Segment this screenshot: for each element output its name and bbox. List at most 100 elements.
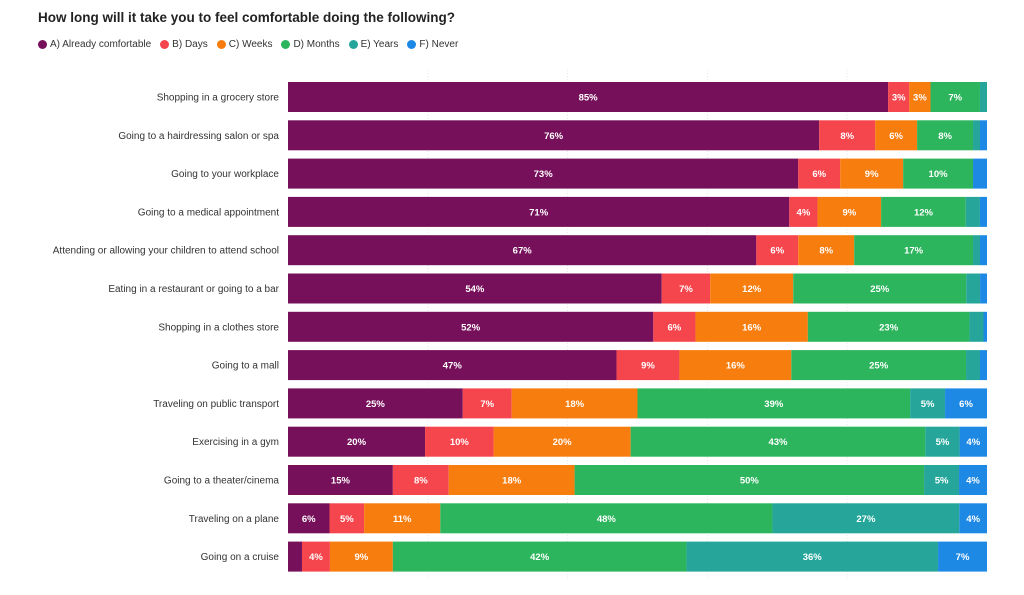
- bar-segment[interactable]: [789, 196, 818, 227]
- bar-segment[interactable]: [440, 503, 773, 534]
- bar-segment[interactable]: [924, 465, 960, 495]
- legend-item[interactable]: E) Years: [348, 39, 398, 50]
- bar-segment[interactable]: [448, 465, 575, 495]
- bar-segment[interactable]: [973, 235, 981, 266]
- bar-segment[interactable]: [819, 120, 876, 151]
- bar-segment[interactable]: [973, 120, 981, 151]
- bar-segment[interactable]: [630, 426, 926, 457]
- legend-item[interactable]: A) Already comfortable: [38, 39, 151, 50]
- legend-label: C) Weeks: [228, 39, 273, 50]
- legend-label: F) Never: [419, 39, 459, 50]
- bar-segment[interactable]: [793, 273, 967, 304]
- bar-segment[interactable]: [288, 196, 790, 227]
- data-label: 8%: [414, 476, 428, 487]
- bar-segment[interactable]: [938, 541, 987, 572]
- bar-segment[interactable]: [979, 82, 987, 112]
- bar-segment[interactable]: [807, 311, 970, 342]
- bar-segment[interactable]: [288, 503, 330, 534]
- data-label: 8%: [819, 246, 833, 257]
- data-label: 4%: [797, 207, 811, 218]
- bar-segment[interactable]: [756, 235, 799, 266]
- bar-segment[interactable]: [966, 350, 981, 381]
- bar-segment[interactable]: [329, 541, 393, 572]
- bar-segment[interactable]: [288, 120, 820, 151]
- bar-segment[interactable]: [959, 426, 987, 457]
- legend-item[interactable]: C) Weeks: [216, 39, 273, 50]
- data-label: 4%: [966, 514, 980, 525]
- bar-segment[interactable]: [791, 350, 967, 381]
- bar-segment[interactable]: [511, 388, 638, 419]
- bar-segment[interactable]: [392, 541, 687, 572]
- bar-segment[interactable]: [840, 158, 904, 189]
- bar-segment[interactable]: [425, 426, 494, 457]
- bar-segment[interactable]: [288, 465, 393, 495]
- bar-segment[interactable]: [695, 311, 808, 342]
- bar-segment[interactable]: [945, 388, 987, 419]
- legend-item[interactable]: B) Days: [160, 39, 208, 50]
- bar-segment[interactable]: [686, 541, 939, 572]
- bar-segment[interactable]: [980, 273, 987, 304]
- data-label: 50%: [740, 476, 760, 487]
- bar-segment[interactable]: [798, 235, 855, 266]
- bar-segment[interactable]: [288, 426, 426, 457]
- bar-segment[interactable]: [973, 158, 987, 189]
- bar-segment[interactable]: [881, 196, 966, 227]
- bar-segment[interactable]: [392, 465, 449, 495]
- data-label: 4%: [966, 437, 980, 448]
- bar-segment[interactable]: [288, 235, 757, 266]
- data-label: 18%: [502, 476, 522, 487]
- bar-segment[interactable]: [574, 465, 925, 495]
- legend-item[interactable]: F) Never: [407, 39, 458, 50]
- bar-segment[interactable]: [979, 196, 987, 227]
- legend-item[interactable]: D) Months: [281, 39, 340, 50]
- bar-segment[interactable]: [493, 426, 631, 457]
- bar-segment[interactable]: [462, 388, 512, 419]
- bar-segment[interactable]: [288, 158, 799, 189]
- bar-segment[interactable]: [980, 120, 987, 151]
- bar-segment[interactable]: [903, 158, 974, 189]
- bar-segment[interactable]: [364, 503, 441, 534]
- bar-segment[interactable]: [679, 350, 792, 381]
- bar-segment[interactable]: [980, 350, 987, 381]
- bar-segment[interactable]: [772, 503, 960, 534]
- category-label: Going to a theater/cinema: [164, 476, 280, 487]
- bar-segment[interactable]: [288, 388, 463, 419]
- bar-segment[interactable]: [301, 541, 330, 572]
- bar-segment[interactable]: [910, 388, 946, 419]
- bar-segment[interactable]: [966, 273, 981, 304]
- bar-segment[interactable]: [909, 82, 931, 112]
- bar-segment[interactable]: [653, 311, 696, 342]
- bar-segment[interactable]: [288, 273, 662, 304]
- bar-segment[interactable]: [288, 311, 654, 342]
- bar-segment[interactable]: [288, 82, 889, 112]
- bar-segment[interactable]: [930, 82, 980, 112]
- bar-segment[interactable]: [817, 196, 882, 227]
- bar-segment[interactable]: [969, 311, 984, 342]
- bar-segment[interactable]: [329, 503, 365, 534]
- bar-segment[interactable]: [983, 311, 987, 342]
- data-label: 20%: [553, 437, 573, 448]
- bar-segment[interactable]: [959, 503, 987, 534]
- bar-segment[interactable]: [661, 273, 711, 304]
- bar-segment[interactable]: [637, 388, 911, 419]
- bar-segment[interactable]: [925, 426, 960, 457]
- data-label: 16%: [742, 322, 762, 333]
- bar-segment[interactable]: [959, 465, 987, 495]
- bar-segment[interactable]: [710, 273, 794, 304]
- data-label: 9%: [355, 552, 369, 563]
- data-label: 76%: [544, 131, 564, 142]
- category-label: Going to your workplace: [171, 169, 279, 180]
- bar-segment[interactable]: [917, 120, 974, 151]
- bar-segment[interactable]: [980, 235, 987, 266]
- bar-segment[interactable]: [965, 196, 980, 227]
- bar-segment[interactable]: [288, 541, 302, 572]
- bar-segment[interactable]: [875, 120, 918, 151]
- bar-segment[interactable]: [616, 350, 680, 381]
- legend-swatch: [38, 40, 47, 49]
- bar-segment[interactable]: [888, 82, 910, 112]
- bar-segment[interactable]: [854, 235, 974, 266]
- data-label: 5%: [340, 514, 354, 525]
- data-label: 16%: [726, 361, 746, 372]
- bar-segment[interactable]: [798, 158, 841, 189]
- bar-segment[interactable]: [288, 350, 617, 381]
